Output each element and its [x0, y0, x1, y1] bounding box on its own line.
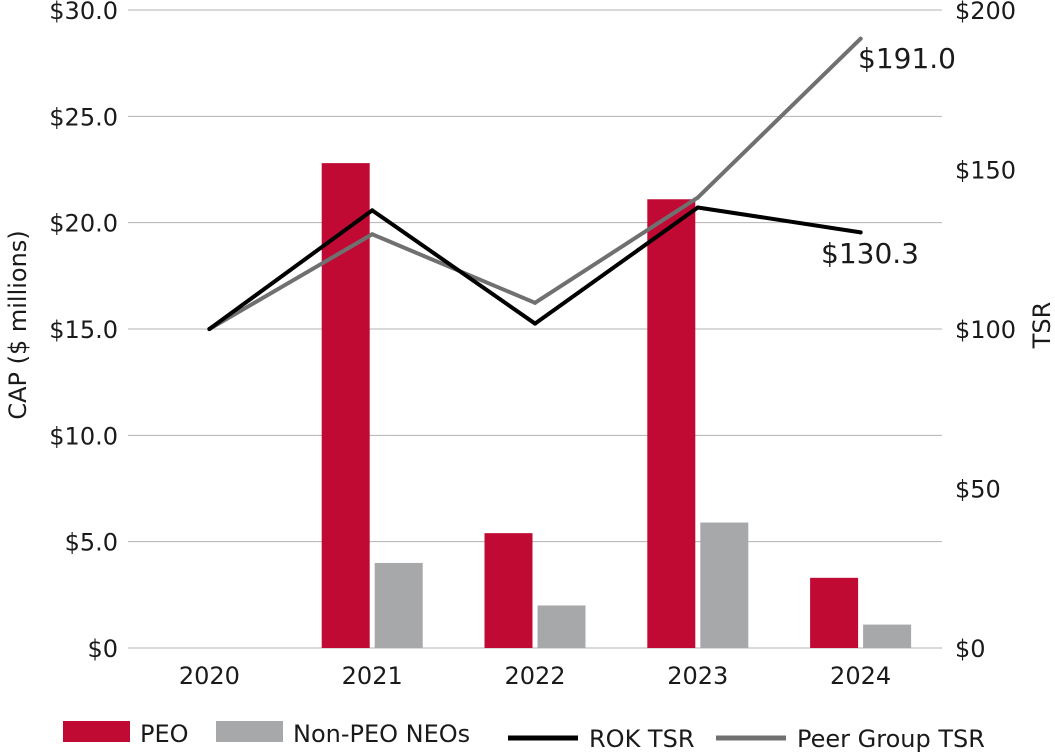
x-tick-label: 2020 — [179, 662, 240, 690]
legend-label-peer-group-tsr: Peer Group TSR — [797, 725, 985, 753]
point-peer-group-tsr — [370, 232, 375, 237]
point-rok-tsr — [695, 205, 700, 210]
line-rok-tsr — [207, 205, 863, 331]
y-tick-label: $15.0 — [49, 316, 118, 344]
point-rok-tsr — [370, 208, 375, 213]
annotation-rok-tsr: $130.3 — [821, 237, 919, 270]
bar-non-peo-neos — [374, 562, 423, 648]
gridlines — [128, 9, 942, 649]
legend-swatch-peo — [63, 721, 130, 742]
y-tick-label: $0 — [87, 635, 118, 663]
bar-peo — [321, 163, 370, 648]
x-axis-ticks: 2020 2021 2022 2023 2024 — [179, 662, 891, 690]
point-rok-tsr — [207, 327, 212, 331]
legend-label-peo: PEO — [140, 720, 189, 748]
bars — [321, 163, 912, 649]
annotation-peer-group-tsr: $191.0 — [858, 42, 956, 75]
y-right-tick-label: $50 — [955, 476, 1001, 504]
bar-non-peo-neos — [863, 624, 912, 648]
legend: PEO 2 Non-PEO NEOs ROK TSR Peer Group TS… — [63, 720, 985, 753]
legend-swatch-non-peo-neos — [216, 721, 283, 742]
y-right-tick-label: $200 — [955, 0, 1016, 25]
y-tick-label: $25.0 — [49, 103, 118, 131]
y-right-tick-label: $0 — [955, 635, 986, 663]
y-tick-label: $30.0 — [49, 0, 118, 25]
point-peer-group-tsr — [533, 300, 537, 305]
x-tick-label: 2024 — [830, 662, 891, 690]
y-right-tick-label: $150 — [955, 157, 1016, 185]
y-tick-label: $5.0 — [65, 529, 118, 557]
bar-peo — [484, 533, 533, 648]
y-right-tick-label: $100 — [955, 316, 1016, 344]
point-peer-group-tsr — [858, 36, 863, 41]
point-rok-tsr — [533, 321, 537, 326]
y-tick-label: $20.0 — [49, 210, 118, 238]
y-tick-label: $10.0 — [49, 422, 118, 450]
bar-peo — [647, 199, 696, 649]
tsr-lines — [207, 36, 863, 331]
right-axis-ticks: $0 $50 $100 $150 $200 — [955, 0, 1016, 663]
y-axis-title: CAP ($ millions) — [4, 230, 32, 419]
x-tick-label: 2022 — [504, 662, 565, 690]
line-peer-group-tsr — [207, 36, 863, 331]
point-rok-tsr — [858, 230, 863, 235]
bar-non-peo-neos — [537, 605, 586, 648]
point-peer-group-tsr — [695, 195, 700, 200]
x-tick-label: 2021 — [342, 662, 403, 690]
bar-peo — [810, 577, 859, 648]
legend-label-non-peo-neos-text: Non-PEO NEOs — [293, 720, 470, 748]
bar-non-peo-neos — [700, 522, 749, 648]
y-axis-right-title: TSR — [1028, 302, 1055, 350]
left-axis-ticks: $0 $5.0 $10.0 $15.0 $20.0 $25.0 $30.0 — [49, 0, 118, 663]
x-tick-label: 2023 — [667, 662, 728, 690]
legend-label-rok-tsr: ROK TSR — [589, 725, 695, 753]
